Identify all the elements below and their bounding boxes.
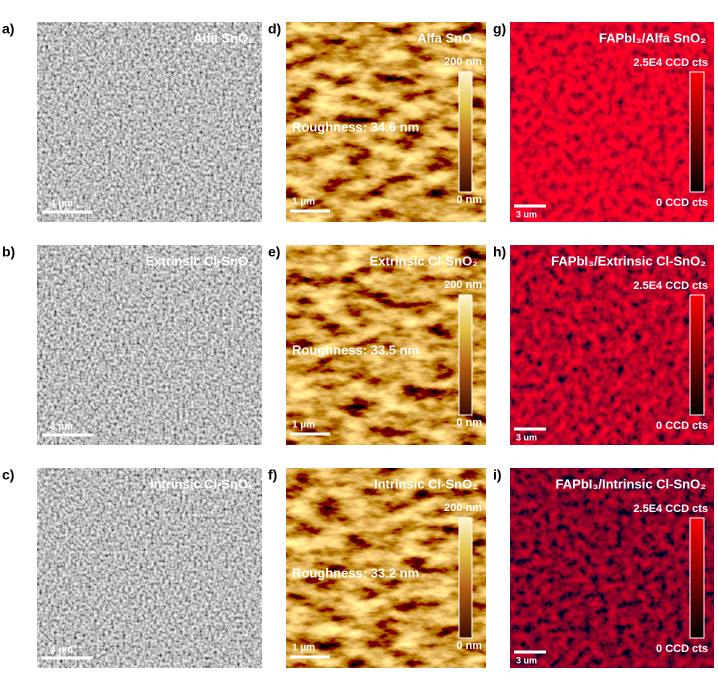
- colorbar: [458, 294, 473, 416]
- micrograph: [286, 245, 486, 445]
- panel-title: Intrinsic Cl-SnO₂: [374, 476, 478, 491]
- scale-bar-label: 3 um: [516, 655, 537, 665]
- scale-bar-label: 1 µm: [292, 643, 315, 654]
- panel-title: FAPbI₃/Extrinsic Cl-SnO₂: [551, 253, 706, 268]
- panel-label: b): [2, 244, 15, 260]
- micrograph: [37, 468, 262, 668]
- scale-bar-label: 1 µm: [292, 197, 315, 208]
- panel-title: Extrinsic Cl-SnO₂: [146, 253, 255, 268]
- micrograph: [286, 22, 486, 222]
- panel-label: g): [493, 21, 506, 37]
- colorbar-min: 0 CCD cts: [656, 420, 708, 432]
- micrograph: [510, 22, 714, 222]
- micrograph: [286, 468, 486, 668]
- panel-title: Alfa SnO₂: [417, 30, 478, 45]
- scale-bar-label: 1 µm: [292, 420, 315, 431]
- colorbar-min: 0 CCD cts: [656, 197, 708, 209]
- colorbar-min: 0 nm: [456, 640, 482, 652]
- colorbar-min: 0 CCD cts: [656, 643, 708, 655]
- scale-bar-label: 4 µm: [50, 645, 73, 656]
- roughness: Roughness: 34.6 nm: [292, 119, 419, 134]
- micrograph: [510, 468, 714, 668]
- colorbar: [689, 294, 705, 416]
- panel-label: c): [2, 467, 14, 483]
- colorbar-max: 2.5E4 CCD cts: [633, 503, 708, 515]
- panel-title: Alfa SnO₂: [193, 30, 254, 45]
- colorbar-min: 0 nm: [456, 194, 482, 206]
- micrograph: [510, 245, 714, 445]
- colorbar: [689, 71, 705, 193]
- colorbar-max: 2.5E4 CCD cts: [633, 57, 708, 69]
- colorbar-max: 200 nm: [444, 56, 482, 68]
- panel-label: i): [493, 467, 502, 483]
- panel-label: a): [2, 21, 14, 37]
- panel-title: Intrinsic Cl-SnO₂: [150, 476, 254, 491]
- panel-label: h): [493, 244, 506, 260]
- colorbar: [689, 517, 705, 639]
- scale-bar-label: 4 µm: [50, 199, 73, 210]
- colorbar: [458, 71, 473, 193]
- panel-title: Extrinsic Cl-SnO₂: [370, 253, 479, 268]
- scale-bar-label: 4 µm: [50, 422, 73, 433]
- panel-label: e): [268, 244, 280, 260]
- scale-bar-label: 3 um: [516, 209, 537, 219]
- panel-title: FAPbI₃/Intrinsic Cl-SnO₂: [556, 476, 707, 491]
- colorbar: [458, 517, 473, 639]
- panel-label: f): [268, 467, 277, 483]
- roughness: Roughness: 33.2 nm: [292, 565, 419, 580]
- micrograph: [37, 245, 262, 445]
- colorbar-max: 2.5E4 CCD cts: [633, 280, 708, 292]
- scale-bar-label: 3 um: [516, 432, 537, 442]
- panel-label: d): [268, 21, 281, 37]
- panel-title: FAPbI₃/Alfa SnO₂: [599, 30, 706, 45]
- roughness: Roughness: 33.5 nm: [292, 342, 419, 357]
- colorbar-max: 200 nm: [444, 279, 482, 291]
- colorbar-max: 200 nm: [444, 502, 482, 514]
- colorbar-min: 0 nm: [456, 417, 482, 429]
- micrograph: [37, 22, 262, 222]
